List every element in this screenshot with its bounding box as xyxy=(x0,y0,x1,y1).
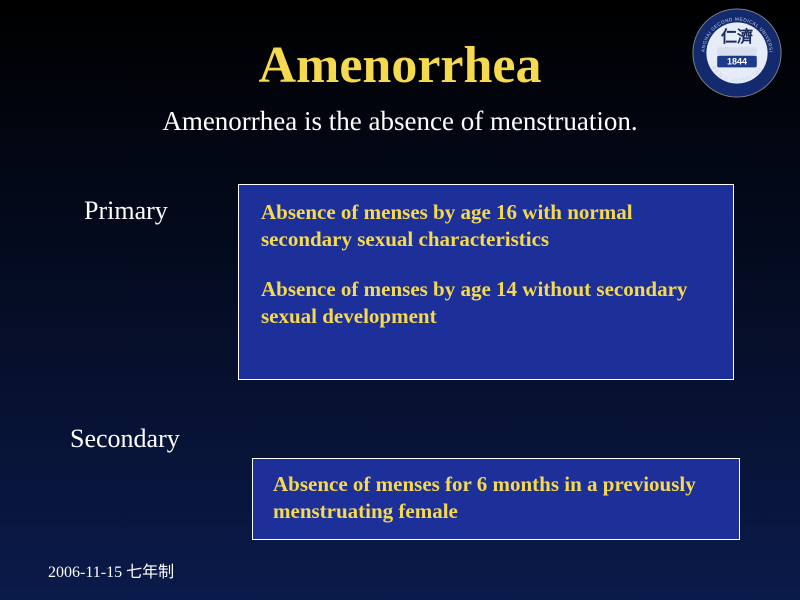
primary-def-line1: Absence of menses by age 16 with normal … xyxy=(261,199,711,254)
slide-canvas: SHANGHAI SECOND MEDICAL UNIVERSITY RENJI… xyxy=(0,0,800,600)
slide-title: Amenorrhea xyxy=(0,36,800,95)
secondary-def-line1: Absence of menses for 6 months in a prev… xyxy=(273,471,719,526)
slide-subtitle: Amenorrhea is the absence of menstruatio… xyxy=(0,106,800,137)
secondary-definition-box: Absence of menses for 6 months in a prev… xyxy=(252,458,740,540)
primary-label: Primary xyxy=(84,196,168,226)
secondary-label: Secondary xyxy=(70,424,180,454)
footer-date: 2006-11-15 七年制 xyxy=(48,558,174,582)
primary-def-line2: Absence of menses by age 14 without seco… xyxy=(261,276,711,331)
primary-definition-box: Absence of menses by age 16 with normal … xyxy=(238,184,734,380)
